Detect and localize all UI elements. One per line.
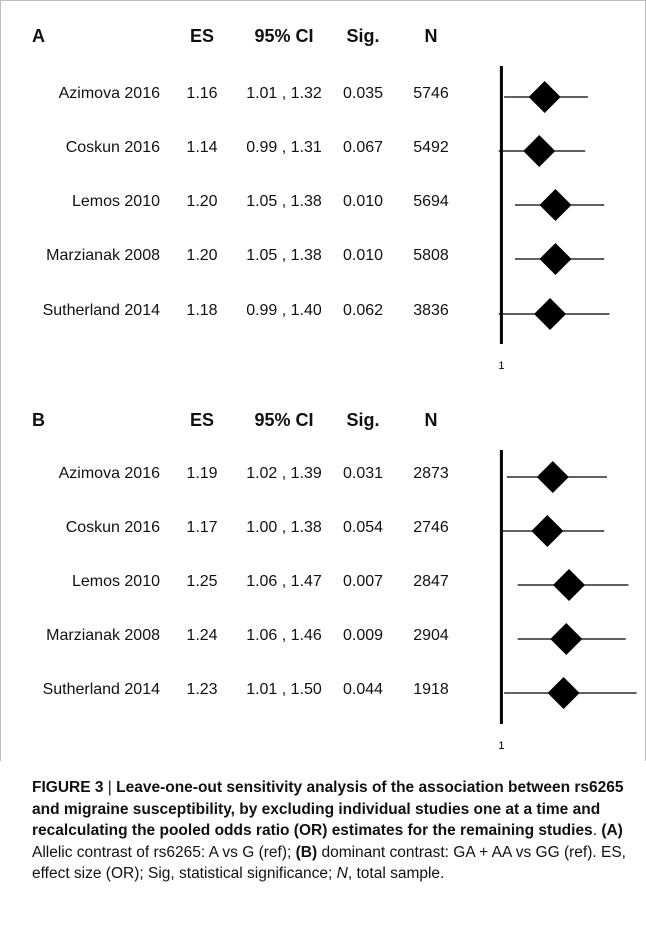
- confidence-interval-value: 1.01 , 1.50: [246, 681, 322, 698]
- caption-after-title: .: [592, 822, 602, 839]
- panel-label: B: [32, 410, 45, 430]
- sample-size-value: 3836: [413, 302, 449, 319]
- effect-size-marker: [539, 189, 572, 221]
- study-name: Coskun 2016: [65, 519, 160, 536]
- sample-size-value: 2904: [413, 627, 449, 644]
- confidence-interval-value: 1.02 , 1.39: [246, 465, 322, 482]
- figure-caption: FIGURE 3 | Leave-one-out sensitivity ana…: [32, 777, 626, 885]
- sample-size-value: 5746: [413, 85, 449, 102]
- column-header-sig: Sig.: [346, 26, 380, 46]
- significance-value: 0.009: [342, 627, 384, 644]
- forest-plot-b: 1: [498, 450, 637, 752]
- column-header-es: ES: [189, 26, 214, 46]
- study-name: Coskun 2016: [65, 139, 160, 156]
- study-name: Azimova 2016: [58, 85, 160, 102]
- caption-a-text: Allelic contrast of rs6265: A vs G (ref)…: [32, 843, 296, 861]
- study-name: Lemos 2010: [71, 193, 160, 210]
- effect-size-value: 1.16: [186, 85, 218, 102]
- column-header-n: N: [424, 410, 438, 430]
- effect-size-marker: [547, 677, 580, 709]
- column-header-n: N: [424, 26, 438, 46]
- confidence-interval-value: 1.05 , 1.38: [246, 193, 322, 210]
- confidence-interval-value: 0.99 , 1.40: [246, 302, 322, 319]
- effect-size-marker: [534, 298, 567, 330]
- figure-label: FIGURE 3: [32, 779, 104, 796]
- sample-size-value: 5694: [413, 193, 449, 210]
- effect-size-value: 1.14: [186, 139, 218, 156]
- caption-separator: |: [103, 779, 117, 796]
- significance-value: 0.031: [342, 465, 384, 482]
- caption-a-tag: (A): [601, 822, 623, 839]
- panel-label: A: [32, 26, 45, 46]
- column-header-sig: Sig.: [346, 410, 380, 430]
- column-header-ci: 95% CI: [254, 26, 314, 46]
- sample-size-value: 2873: [413, 465, 449, 482]
- panel-b: B ES 95% CI Sig. N Azimova 2016 1.19 1.0…: [0, 398, 646, 752]
- column-header-ci: 95% CI: [254, 410, 314, 430]
- caption-b-text: dominant contrast: GA + AA vs GG (ref). …: [32, 843, 626, 883]
- effect-size-marker: [531, 515, 564, 547]
- effect-size-value: 1.19: [186, 465, 218, 482]
- column-header-es: ES: [189, 410, 214, 430]
- effect-size-marker: [528, 81, 561, 113]
- effect-size-marker: [536, 461, 569, 493]
- significance-value: 0.007: [342, 573, 384, 590]
- caption-title: Leave-one-out sensitivity analysis of th…: [32, 779, 624, 839]
- effect-size-value: 1.23: [186, 681, 218, 698]
- study-name: Marzianak 2008: [46, 627, 160, 644]
- panel-a: A ES 95% CI Sig. N Azimova 2016 1.16 1.0…: [0, 18, 646, 372]
- effect-size-value: 1.24: [186, 627, 218, 644]
- confidence-interval-value: 1.05 , 1.38: [246, 247, 322, 264]
- caption-b-tag: (B): [295, 843, 318, 861]
- study-name: Sutherland 2014: [42, 302, 160, 319]
- reference-tick-label: 1: [498, 740, 504, 752]
- reference-tick-label: 1: [498, 360, 504, 372]
- confidence-interval-value: 1.06 , 1.47: [246, 573, 322, 590]
- effect-size-marker: [553, 569, 585, 601]
- study-name: Sutherland 2014: [42, 681, 160, 698]
- study-name: Marzianak 2008: [46, 247, 160, 264]
- significance-value: 0.010: [342, 247, 384, 264]
- effect-size-marker: [539, 243, 572, 275]
- significance-value: 0.054: [342, 519, 384, 536]
- effect-size-value: 1.18: [186, 302, 218, 319]
- study-name: Lemos 2010: [71, 573, 160, 590]
- effect-size-marker: [550, 623, 583, 655]
- significance-value: 0.067: [342, 139, 384, 156]
- significance-value: 0.035: [342, 85, 384, 102]
- confidence-interval-value: 1.00 , 1.38: [246, 519, 322, 536]
- caption-n-italic: N: [336, 865, 348, 882]
- effect-size-marker: [523, 135, 556, 167]
- forest-plot-a: 1: [498, 66, 610, 372]
- study-name: Azimova 2016: [58, 465, 160, 482]
- sample-size-value: 5808: [413, 247, 449, 264]
- sample-size-value: 2746: [413, 519, 449, 536]
- caption-n-text: , total sample.: [347, 865, 445, 882]
- sample-size-value: 5492: [413, 139, 449, 156]
- effect-size-value: 1.17: [186, 519, 218, 536]
- effect-size-value: 1.20: [186, 193, 218, 210]
- significance-value: 0.044: [342, 681, 384, 698]
- significance-value: 0.062: [342, 302, 384, 319]
- confidence-interval-value: 1.06 , 1.46: [246, 627, 322, 644]
- effect-size-value: 1.25: [186, 573, 218, 590]
- sample-size-value: 2847: [413, 573, 449, 590]
- confidence-interval-value: 1.01 , 1.32: [246, 85, 322, 102]
- effect-size-value: 1.20: [186, 247, 218, 264]
- sample-size-value: 1918: [413, 681, 449, 698]
- significance-value: 0.010: [342, 193, 384, 210]
- confidence-interval-value: 0.99 , 1.31: [246, 139, 322, 156]
